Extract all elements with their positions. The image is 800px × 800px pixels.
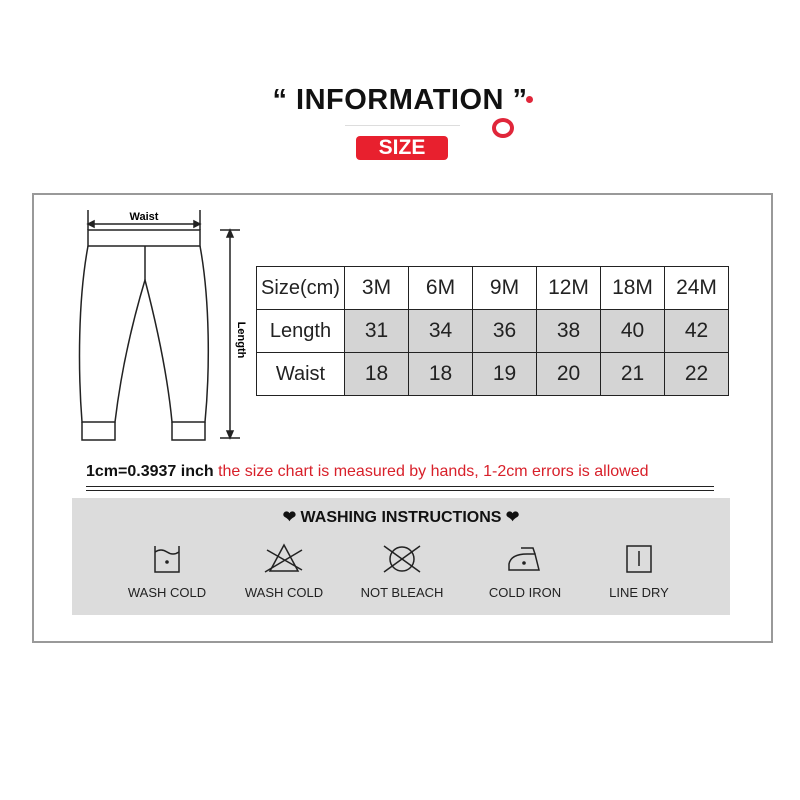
table-row: Waist 18 18 19 20 21 22: [256, 352, 729, 396]
table-cell: 42: [664, 309, 729, 353]
washing-title: ❤ WASHING INSTRUCTIONS ❤: [282, 509, 520, 526]
table-cell: 20: [536, 352, 601, 396]
conversion-note: 1cm=0.3937 inch: [86, 463, 214, 480]
disclaimer-note: the size chart is measured by hands, 1-2…: [213, 463, 649, 480]
wash-item: COLD IRON: [465, 542, 585, 600]
table-header: 24M: [664, 266, 729, 310]
table-cell: 18: [344, 352, 409, 396]
no-bleach-triangle-icon: [264, 543, 303, 573]
size-badge: SIZE: [356, 136, 448, 160]
washing-panel: ❤ WASHING INSTRUCTIONS ❤ WASH COLD WASH …: [72, 498, 730, 615]
wash-label: WASH COLD: [244, 585, 324, 600]
iron-low-icon: [508, 547, 540, 571]
row-label: Length: [256, 309, 345, 353]
length-label: Length: [235, 322, 247, 359]
divider: [345, 125, 460, 126]
pants-diagram: Waist Length: [78, 210, 247, 441]
wash-label: LINE DRY: [609, 585, 669, 600]
heart-icon: [492, 118, 514, 138]
page-title: “ INFORMATION ”: [272, 84, 528, 116]
table-header: 12M: [536, 266, 601, 310]
size-note: 1cm=0.3937 inch the size chart is measur…: [86, 463, 649, 481]
size-table: Size(cm) 3M 6M 9M 12M 18M 24M Length 31 …: [256, 266, 729, 396]
wash-label: NOT BLEACH: [360, 585, 444, 600]
table-cell: 31: [344, 309, 409, 353]
table-row: Length 31 34 36 38 40 42: [256, 309, 729, 353]
table-cell: 22: [664, 352, 729, 396]
table-header: 9M: [472, 266, 537, 310]
wash-item: NOT BLEACH: [342, 542, 462, 600]
table-cell: 18: [408, 352, 473, 396]
waist-label: Waist: [130, 211, 159, 223]
divider: [86, 486, 714, 487]
wash-label: COLD IRON: [488, 585, 562, 600]
wash-item: WASH COLD: [107, 542, 227, 600]
decor-dot: [526, 96, 533, 103]
table-cell: 38: [536, 309, 601, 353]
wash-cold-icon: [154, 546, 180, 573]
table-header: 18M: [600, 266, 665, 310]
table-cell: 21: [600, 352, 665, 396]
line-dry-icon: [626, 545, 652, 573]
table-header: 6M: [408, 266, 473, 310]
divider: [86, 490, 714, 491]
table-header-row: Size(cm) 3M 6M 9M 12M 18M 24M: [256, 266, 729, 310]
wash-item: LINE DRY: [579, 542, 699, 600]
table-cell: 34: [408, 309, 473, 353]
table-header: 3M: [344, 266, 409, 310]
info-frame: [32, 193, 773, 643]
wash-label: WASH COLD: [127, 585, 207, 600]
row-label: Waist: [256, 352, 345, 396]
no-tumble-dry-icon: [383, 545, 421, 573]
table-cell: 36: [472, 309, 537, 353]
table-cell: 19: [472, 352, 537, 396]
wash-item: WASH COLD: [224, 542, 344, 600]
table-cell: 40: [600, 309, 665, 353]
table-header: Size(cm): [256, 266, 345, 310]
